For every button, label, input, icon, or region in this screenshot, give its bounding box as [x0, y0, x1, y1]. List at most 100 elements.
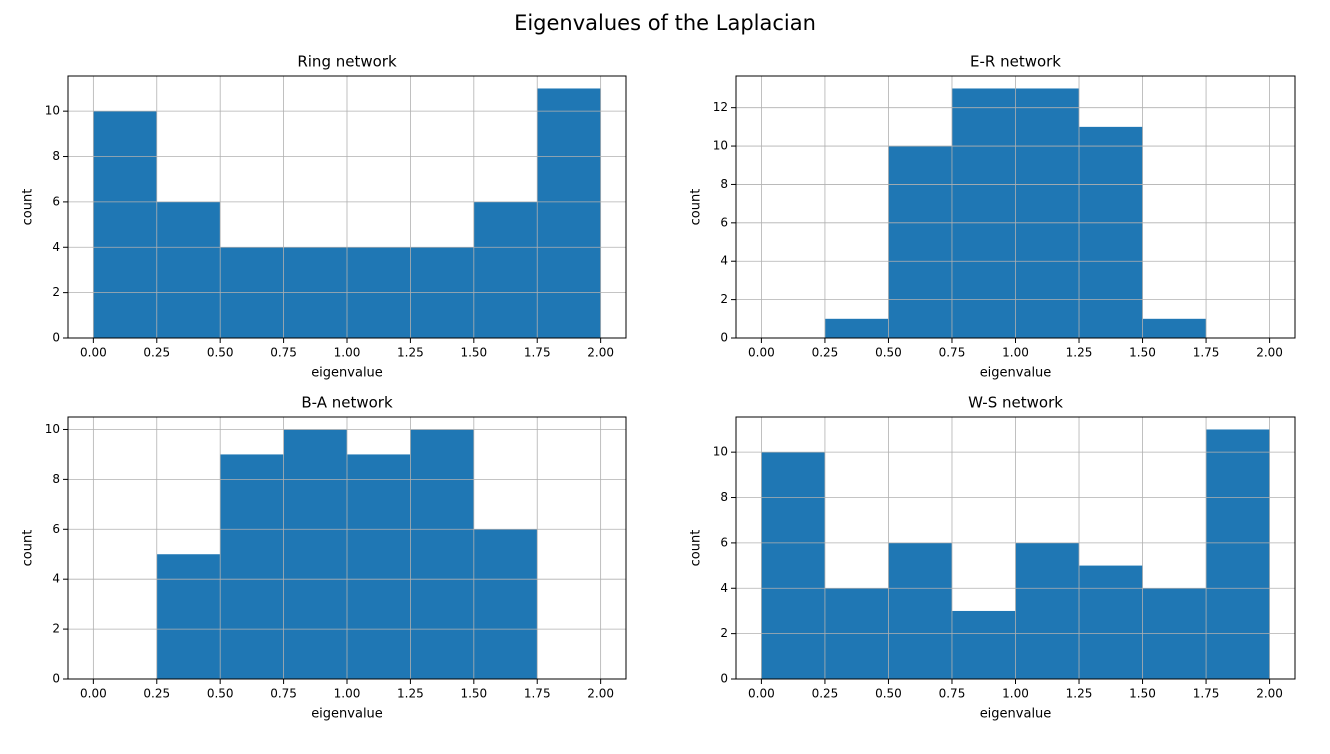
x-tick-label: 1.25 [1066, 346, 1093, 360]
x-tick-label: 0.00 [748, 346, 775, 360]
subplot-title: E-R network [970, 53, 1061, 71]
axes-frame [735, 416, 1296, 680]
x-tick-label: 1.50 [460, 687, 487, 701]
y-tick-label: 8 [720, 490, 728, 504]
x-tick-label: 1.00 [1002, 346, 1029, 360]
y-tick-label: 10 [713, 139, 728, 153]
x-tick-label: 1.75 [1193, 687, 1220, 701]
y-tick-label: 4 [720, 254, 728, 268]
y-tick-label: 6 [52, 522, 60, 536]
x-axis-label: eigenvalue [980, 707, 1052, 722]
bar [347, 454, 411, 679]
bar [156, 554, 221, 679]
axes-frame [67, 416, 627, 680]
bar [888, 146, 952, 338]
x-tick-label: 2.00 [587, 346, 614, 360]
y-tick-label: 8 [52, 149, 60, 163]
bar [761, 452, 825, 679]
figure-title: Eigenvalues of the Laplacian [514, 11, 816, 35]
y-axis-label: count [689, 530, 704, 567]
bar [410, 429, 474, 679]
bar [473, 201, 538, 338]
y-tick-label: 6 [720, 535, 728, 549]
x-axis-label: eigenvalue [980, 366, 1052, 381]
x-tick-label: 0.25 [143, 346, 170, 360]
x-tick-label: 0.50 [207, 346, 234, 360]
x-tick-label: 0.75 [270, 346, 297, 360]
bar [93, 111, 157, 338]
bar [1079, 126, 1143, 338]
subplot-title: Ring network [297, 53, 397, 71]
x-tick-label: 1.25 [1066, 687, 1093, 701]
x-axis-label: eigenvalue [311, 366, 383, 381]
y-tick-label: 2 [720, 292, 728, 306]
x-tick-label: 0.25 [143, 687, 170, 701]
axes-frame [735, 75, 1296, 339]
x-tick-label: 0.50 [207, 687, 234, 701]
x-tick-label: 2.00 [1256, 346, 1283, 360]
x-tick-label: 0.75 [939, 346, 966, 360]
subplot-title: W-S network [968, 394, 1063, 412]
y-axis-label: count [689, 189, 704, 226]
y-tick-label: 0 [720, 331, 728, 345]
bar [1015, 88, 1080, 338]
x-tick-label: 1.75 [1193, 346, 1220, 360]
bar [888, 542, 952, 679]
subplot-title: B-A network [301, 394, 393, 412]
x-tick-label: 1.75 [524, 346, 551, 360]
y-tick-label: 8 [52, 472, 60, 486]
bar [1015, 542, 1080, 679]
x-tick-label: 0.00 [80, 687, 107, 701]
bar [951, 610, 1016, 679]
bar [283, 429, 347, 679]
y-tick-label: 10 [45, 422, 60, 436]
y-axis-label: count [21, 530, 36, 567]
bar [473, 529, 538, 679]
x-tick-label: 2.00 [1256, 687, 1283, 701]
x-tick-label: 2.00 [587, 687, 614, 701]
y-tick-label: 2 [52, 285, 60, 299]
axes-frame [67, 75, 627, 339]
y-tick-label: 0 [52, 331, 60, 345]
y-tick-label: 4 [52, 572, 60, 586]
x-tick-label: 1.25 [397, 346, 424, 360]
bar [1206, 429, 1270, 679]
x-tick-label: 1.00 [1002, 687, 1029, 701]
x-tick-label: 0.00 [80, 346, 107, 360]
x-tick-label: 0.75 [270, 687, 297, 701]
x-tick-label: 1.50 [1129, 687, 1156, 701]
x-tick-label: 0.50 [875, 687, 902, 701]
y-axis-label: count [21, 189, 36, 226]
bar [951, 88, 1016, 338]
bar [156, 201, 221, 338]
y-tick-label: 4 [720, 581, 728, 595]
y-tick-label: 4 [52, 240, 60, 254]
y-tick-label: 10 [713, 445, 728, 459]
bar [220, 454, 284, 679]
x-tick-label: 1.00 [334, 346, 361, 360]
y-tick-label: 6 [52, 194, 60, 208]
bar [1079, 565, 1143, 679]
x-tick-label: 1.50 [1129, 346, 1156, 360]
y-tick-label: 0 [720, 672, 728, 686]
x-tick-label: 0.00 [748, 687, 775, 701]
x-tick-label: 1.25 [397, 687, 424, 701]
bar [1142, 318, 1207, 338]
y-tick-label: 2 [720, 626, 728, 640]
y-tick-label: 8 [720, 177, 728, 191]
bar [824, 318, 889, 338]
y-tick-label: 10 [45, 104, 60, 118]
x-tick-label: 1.75 [524, 687, 551, 701]
x-axis-label: eigenvalue [311, 707, 383, 722]
y-tick-label: 2 [52, 622, 60, 636]
x-tick-label: 1.50 [460, 346, 487, 360]
x-tick-label: 0.75 [939, 687, 966, 701]
bar [537, 88, 601, 338]
x-tick-label: 0.50 [875, 346, 902, 360]
x-tick-label: 0.25 [812, 346, 839, 360]
x-tick-label: 1.00 [334, 687, 361, 701]
y-tick-label: 6 [720, 215, 728, 229]
x-tick-label: 0.25 [812, 687, 839, 701]
y-tick-label: 12 [713, 100, 728, 114]
